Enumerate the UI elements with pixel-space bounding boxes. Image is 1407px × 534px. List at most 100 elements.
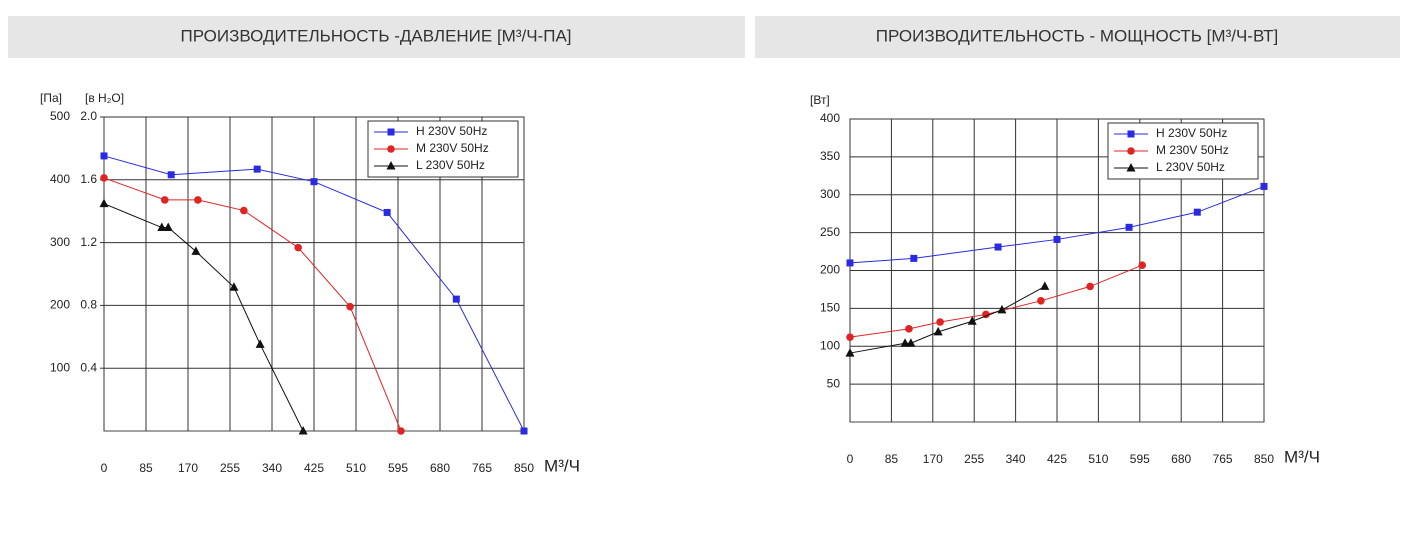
x-tick-label: 510: [1088, 452, 1108, 466]
y-axis-label: [Па]: [40, 91, 62, 105]
y-axis-label: [Вт]: [810, 93, 830, 107]
x-tick-label: 170: [923, 452, 943, 466]
marker: [397, 427, 405, 435]
marker: [1193, 208, 1201, 216]
marker: [994, 243, 1002, 251]
y2-tick-label: 0.8: [80, 298, 97, 312]
legend-marker: [386, 161, 396, 170]
x-tick-label: 595: [388, 461, 408, 475]
legend-marker: [1127, 147, 1135, 155]
marker: [253, 165, 261, 173]
legend-marker: [1126, 163, 1136, 172]
y-tick-label: 200: [50, 298, 70, 312]
marker: [167, 171, 175, 179]
marker: [1040, 281, 1050, 290]
y-tick-label: 100: [820, 338, 840, 352]
y-tick-label: 400: [820, 111, 840, 125]
y-tick-label: 100: [50, 360, 70, 374]
y-tick-label: 300: [50, 235, 70, 249]
x-tick-label: 85: [139, 461, 153, 475]
header-bar: [8, 16, 745, 58]
marker: [100, 174, 108, 182]
x-tick-label: 340: [262, 461, 282, 475]
x-tick-label: 680: [1171, 452, 1191, 466]
legend-label: M 230V 50Hz: [1156, 143, 1229, 157]
x-tick-label: 850: [1254, 452, 1274, 466]
legend-label: M 230V 50Hz: [416, 141, 489, 155]
marker: [997, 304, 1007, 314]
marker: [383, 208, 391, 216]
x-tick-label: 255: [220, 461, 240, 475]
y2-tick-label: 1.2: [80, 235, 97, 249]
legend-label: H 230V 50Hz: [416, 124, 487, 138]
marker: [520, 427, 528, 435]
chart-title: ПРОИЗВОДИТЕЛЬНОСТЬ - МОЩНОСТЬ [М³/Ч-ВТ]: [876, 26, 1279, 45]
x-tick-label: 425: [1047, 452, 1067, 466]
marker: [1260, 182, 1268, 190]
marker: [846, 333, 854, 341]
x-tick-label: 680: [430, 461, 450, 475]
legend-marker: [1127, 130, 1135, 138]
marker: [1037, 297, 1045, 305]
marker: [845, 348, 855, 357]
x-axis-label: М³/Ч: [544, 456, 580, 475]
marker: [846, 259, 854, 267]
y-tick-label: 300: [820, 187, 840, 201]
marker: [906, 338, 916, 347]
x-tick-label: 850: [514, 461, 534, 475]
x-tick-label: 595: [1130, 452, 1150, 466]
marker: [229, 282, 239, 291]
marker: [967, 316, 977, 325]
marker: [100, 152, 108, 160]
marker: [163, 222, 173, 232]
marker: [910, 254, 918, 262]
marker: [1138, 261, 1147, 269]
marker: [933, 326, 943, 336]
y2-axis-label: [в H₂O]: [85, 91, 124, 105]
x-tick-label: 170: [178, 461, 198, 475]
marker: [294, 243, 302, 252]
legend-label: L 230V 50Hz: [416, 158, 485, 172]
marker: [99, 198, 109, 208]
marker: [240, 206, 248, 215]
legend-marker: [387, 128, 395, 136]
x-tick-label: 0: [847, 452, 854, 466]
marker: [160, 196, 169, 204]
marker: [1125, 223, 1133, 231]
marker: [157, 222, 167, 232]
marker: [1086, 282, 1094, 291]
y2-tick-label: 2.0: [80, 109, 97, 123]
x-tick-label: 340: [1006, 452, 1026, 466]
x-tick-label: 765: [1213, 452, 1233, 466]
x-tick-label: 765: [472, 461, 492, 475]
x-tick-label: 510: [346, 461, 366, 475]
marker: [905, 325, 913, 333]
marker: [346, 302, 354, 311]
x-tick-label: 85: [885, 452, 899, 466]
marker: [936, 318, 944, 326]
marker: [255, 339, 265, 348]
marker: [1053, 235, 1061, 243]
marker: [452, 295, 460, 303]
y-tick-label: 150: [820, 301, 840, 315]
marker: [310, 178, 318, 186]
y-tick-label: 500: [50, 109, 70, 123]
marker: [194, 196, 202, 204]
chart-title: ПРОИЗВОДИТЕЛЬНОСТЬ -ДАВЛЕНИЕ [М³/Ч-ПА]: [180, 26, 571, 45]
x-axis-label: М³/Ч: [1284, 447, 1320, 466]
x-tick-label: 425: [304, 461, 324, 475]
y2-tick-label: 0.4: [80, 360, 97, 374]
y-tick-label: 350: [820, 149, 840, 163]
legend-label: H 230V 50Hz: [1156, 126, 1227, 140]
marker: [191, 246, 201, 255]
x-tick-label: 255: [964, 452, 984, 466]
y-tick-label: 50: [827, 376, 841, 390]
marker: [298, 426, 308, 435]
marker: [900, 338, 910, 347]
y-tick-label: 200: [820, 263, 840, 277]
x-tick-label: 0: [101, 461, 108, 475]
y2-tick-label: 1.6: [80, 172, 97, 186]
legend-marker: [387, 145, 395, 153]
y-tick-label: 250: [820, 225, 840, 239]
